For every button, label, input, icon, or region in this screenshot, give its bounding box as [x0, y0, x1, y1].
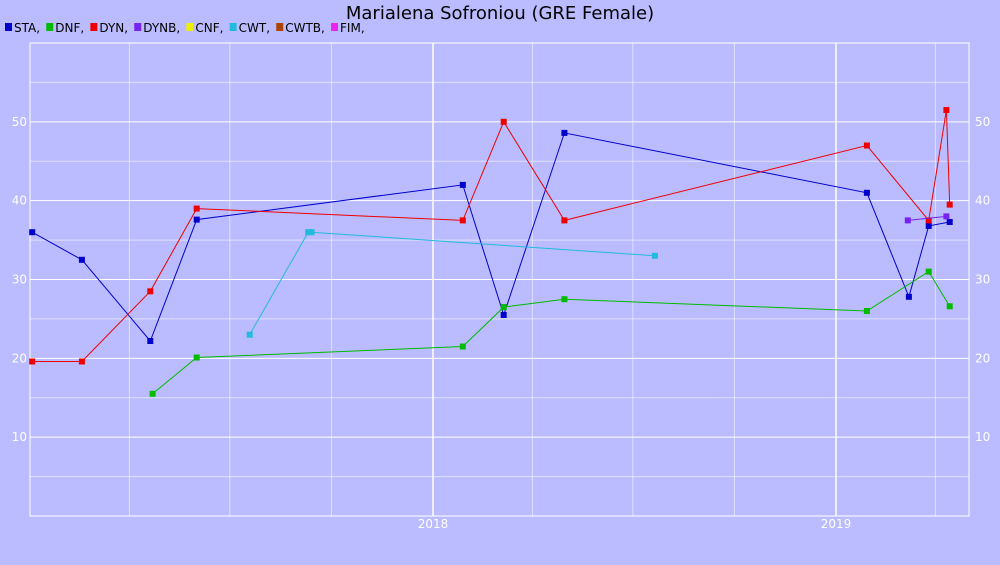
legend-separator: ,: [80, 21, 84, 35]
legend-swatch: [186, 23, 194, 31]
data-point: [561, 129, 568, 136]
legend-label: CWTB: [285, 21, 321, 35]
data-point: [925, 222, 932, 229]
y-tick-label-right: 50: [975, 115, 990, 129]
data-point: [946, 219, 953, 225]
y-tick-label-left: 10: [12, 430, 27, 444]
data-point: [78, 358, 85, 365]
series-sta: [29, 129, 953, 344]
y-tick-label-right: 20: [975, 351, 990, 365]
data-point: [943, 213, 950, 220]
data-point: [925, 217, 932, 224]
data-point: [29, 358, 36, 365]
legend-swatch: [90, 23, 98, 31]
series-line: [907, 215, 947, 221]
data-point: [943, 107, 950, 113]
data-point: [561, 296, 568, 303]
data-point: [946, 303, 953, 310]
chart-title: Marialena Sofroniou (GRE Female): [346, 3, 654, 24]
data-point: [863, 189, 870, 196]
legend-label: STA: [14, 21, 37, 35]
legend-label: CWT: [239, 21, 267, 35]
y-tick-label-left: 20: [12, 351, 27, 365]
legend-swatch: [276, 23, 284, 31]
data-point: [925, 268, 932, 275]
series-dynb: [904, 213, 950, 224]
data-point: [459, 343, 466, 350]
x-tick-label: 2019: [821, 517, 852, 531]
legend-separator: ,: [321, 21, 325, 35]
data-point: [863, 308, 870, 314]
legend-separator: ,: [361, 21, 365, 35]
y-tick-label-left: 40: [12, 194, 27, 208]
data-point: [147, 288, 154, 295]
axis-labels: 10 10 20 20 30 30 40 40 50 50 2018 2019: [12, 115, 991, 531]
legend-separator: ,: [124, 21, 128, 35]
legend-separator: ,: [220, 21, 224, 35]
data-point: [500, 304, 507, 311]
data-point: [561, 217, 568, 224]
data-point: [500, 118, 507, 125]
legend: STA, DNF, DYN, DYNB, CNF, CWT, CWTB, FIM,: [5, 21, 365, 35]
legend-label: CNF: [195, 21, 219, 35]
data-point: [193, 216, 200, 223]
legend-swatch: [229, 23, 237, 31]
series-dnf: [149, 268, 953, 397]
y-tick-label-right: 10: [975, 430, 990, 444]
grid: [30, 43, 969, 516]
series-layer: [29, 107, 953, 397]
series-cwt: [246, 229, 658, 338]
data-point: [193, 354, 200, 361]
y-tick-label-right: 40: [975, 194, 990, 208]
data-point: [149, 390, 156, 397]
legend-swatch: [331, 23, 339, 31]
series-dyn: [29, 107, 953, 365]
legend-swatch: [5, 23, 12, 31]
data-point: [651, 252, 658, 259]
data-point: [246, 331, 253, 338]
data-point: [905, 293, 912, 300]
data-point: [946, 201, 953, 208]
x-tick-label: 2018: [418, 517, 449, 531]
series-line: [152, 270, 951, 395]
y-tick-label-right: 30: [975, 273, 990, 287]
legend-swatch: [46, 23, 54, 31]
data-point: [193, 205, 200, 212]
data-point: [308, 229, 315, 236]
data-point: [29, 229, 36, 236]
legend-swatch: [134, 23, 142, 31]
legend-separator: ,: [266, 21, 270, 35]
data-point: [459, 181, 466, 188]
data-point: [863, 142, 870, 149]
data-point: [78, 256, 85, 263]
legend-label: DYNB: [143, 21, 176, 35]
legend-label: DYN: [99, 21, 124, 35]
legend-separator: ,: [36, 21, 40, 35]
y-tick-label-left: 50: [12, 115, 27, 129]
data-point: [305, 229, 312, 236]
data-point: [459, 217, 466, 224]
data-point: [500, 312, 507, 318]
legend-label: FIM: [340, 21, 361, 35]
y-tick-label-left: 30: [12, 273, 27, 287]
legend-separator: ,: [176, 21, 180, 35]
data-point: [904, 217, 911, 224]
data-point: [147, 338, 154, 344]
legend-label: DNF: [55, 21, 80, 35]
